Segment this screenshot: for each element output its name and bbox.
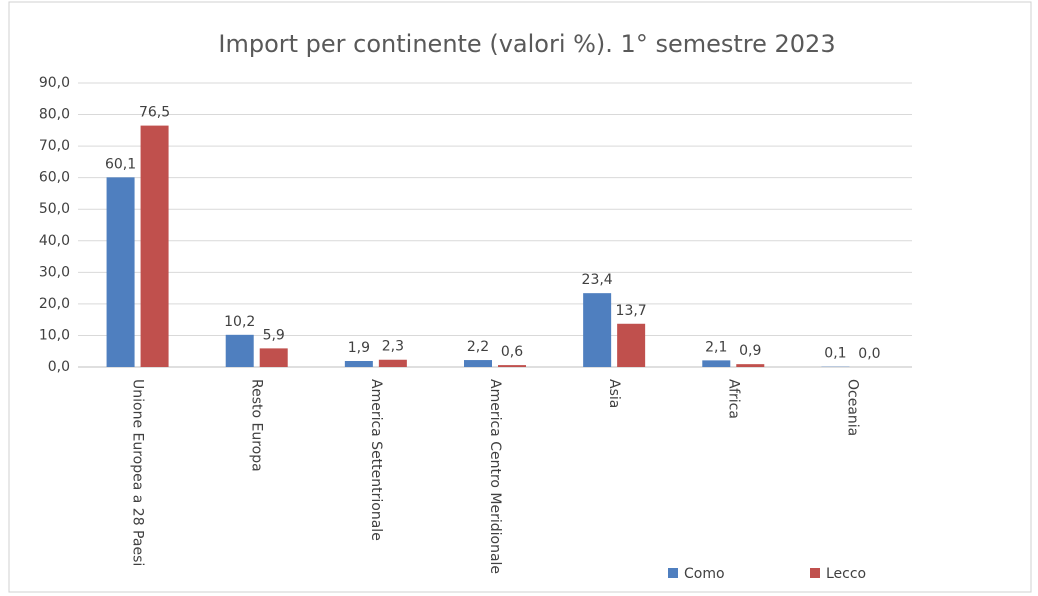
data-label: 10,2 xyxy=(224,314,255,330)
legend-swatch xyxy=(668,568,678,578)
data-label: 0,1 xyxy=(824,346,846,362)
data-label: 13,7 xyxy=(616,303,647,319)
chart-frame xyxy=(8,1,1032,593)
x-tick-label: Asia xyxy=(606,379,622,408)
data-label: 5,9 xyxy=(263,327,285,343)
data-label: 0,0 xyxy=(858,346,880,362)
data-label: 1,9 xyxy=(348,340,370,356)
y-tick-label: 60,0 xyxy=(39,170,70,186)
x-tick-label: Africa xyxy=(725,379,741,419)
bar xyxy=(702,360,731,367)
legend-label: Lecco xyxy=(826,566,866,582)
data-label: 60,1 xyxy=(105,156,136,172)
legend-label: Como xyxy=(684,566,725,582)
bar xyxy=(140,125,169,367)
data-label: 76,5 xyxy=(139,105,170,121)
data-label: 0,9 xyxy=(739,343,761,359)
y-tick-label: 50,0 xyxy=(39,201,70,217)
data-label: 2,1 xyxy=(705,339,727,355)
bar xyxy=(344,361,373,367)
x-tick-label: Resto Europa xyxy=(249,379,265,472)
bar xyxy=(106,177,135,367)
legend-swatch xyxy=(810,568,820,578)
x-tick-label: America Centro Meridionale xyxy=(487,379,503,574)
data-label: 2,3 xyxy=(382,339,404,355)
y-tick-label: 80,0 xyxy=(39,107,70,123)
data-label: 0,6 xyxy=(501,344,523,360)
bar xyxy=(498,365,526,367)
y-tick-label: 20,0 xyxy=(39,296,70,312)
bar xyxy=(617,323,646,367)
bar xyxy=(225,334,254,367)
bar xyxy=(736,364,765,367)
chart-title: Import per continente (valori %). 1° sem… xyxy=(218,30,835,58)
x-tick-label: Unione Europea a 28 Paesi xyxy=(130,379,146,566)
y-tick-label: 40,0 xyxy=(39,233,70,249)
y-tick-label: 70,0 xyxy=(39,138,70,154)
y-tick-label: 10,0 xyxy=(39,327,70,343)
y-tick-label: 0,0 xyxy=(48,359,70,375)
data-label: 23,4 xyxy=(582,272,613,288)
y-tick-label: 30,0 xyxy=(39,264,70,280)
bar xyxy=(378,359,407,367)
bar xyxy=(259,348,288,367)
data-label: 2,2 xyxy=(467,339,489,355)
y-tick-label: 90,0 xyxy=(39,75,70,91)
x-tick-label: Oceania xyxy=(844,379,860,436)
bar xyxy=(464,360,492,367)
x-tick-label: America Settentrionale xyxy=(368,379,384,541)
bar xyxy=(583,293,612,367)
